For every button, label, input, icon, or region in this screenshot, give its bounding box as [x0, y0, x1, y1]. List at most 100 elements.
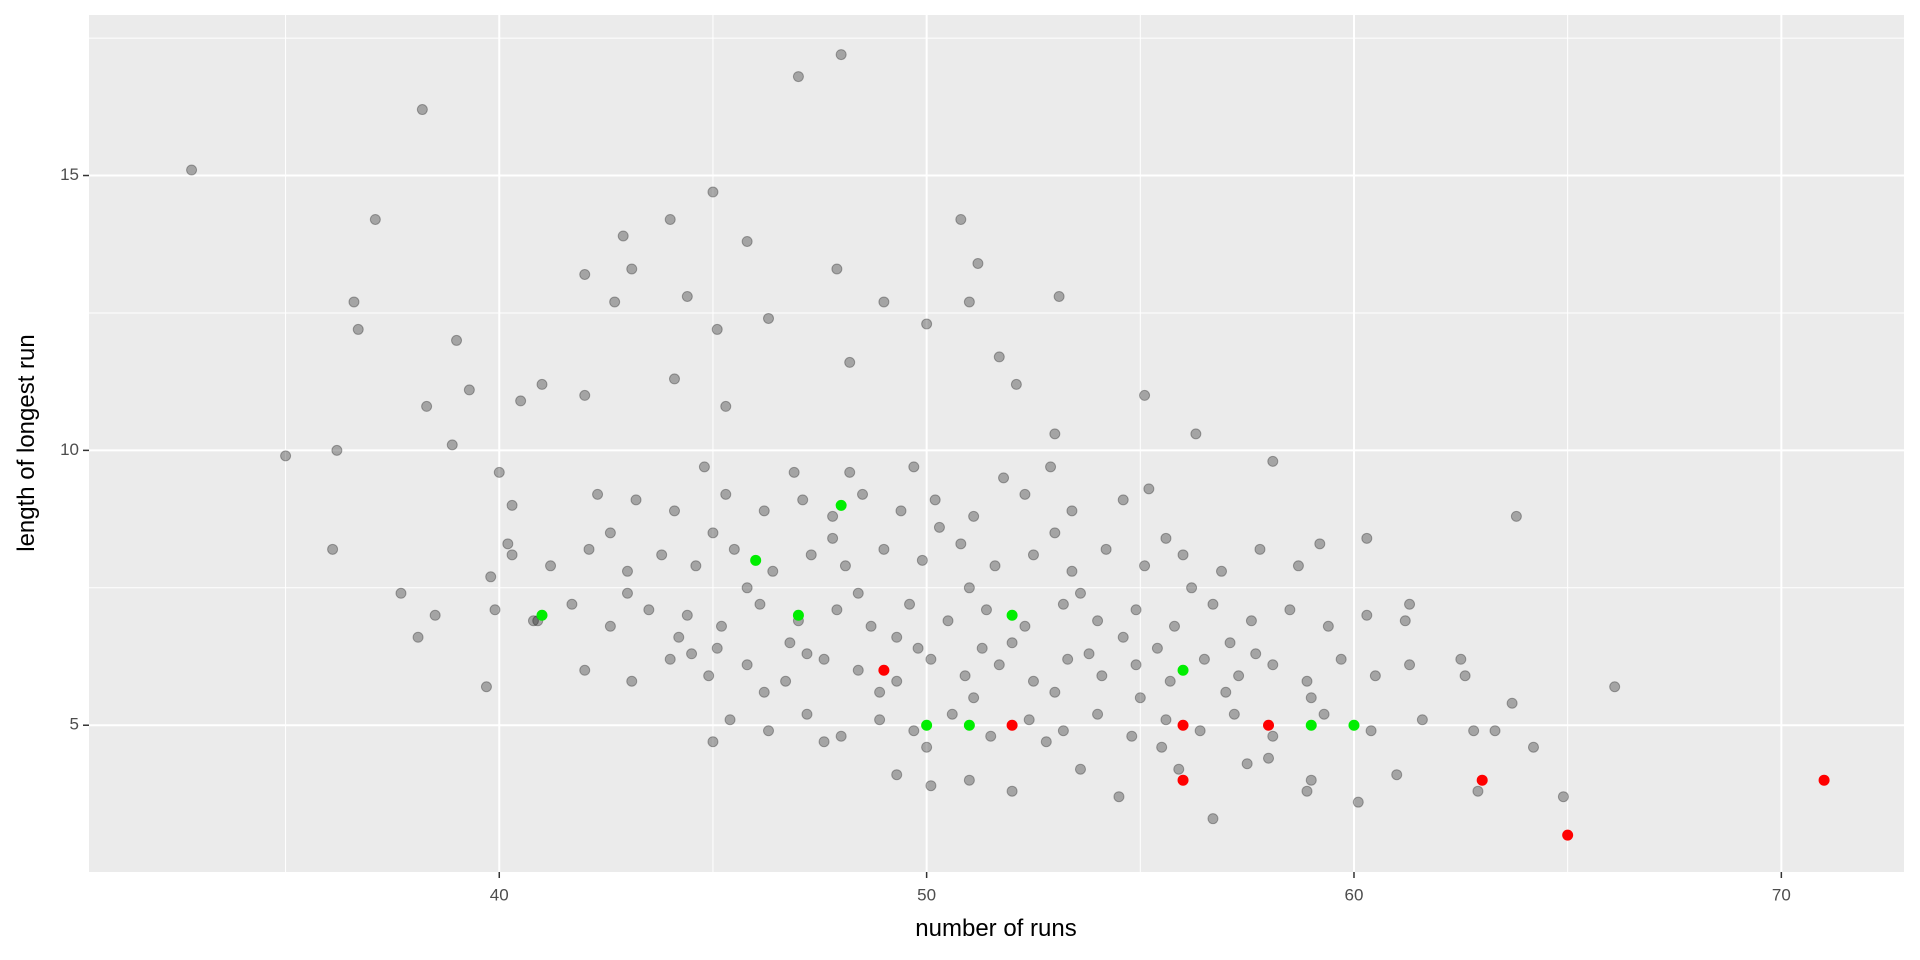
point [989, 560, 1001, 572]
point [327, 543, 339, 555]
point [664, 213, 676, 225]
point [1314, 538, 1326, 550]
x-tick-label: 70 [1772, 885, 1791, 904]
point [1267, 455, 1279, 467]
point [1250, 648, 1262, 660]
point [1224, 637, 1236, 649]
point [1049, 686, 1061, 698]
point [352, 323, 364, 335]
point [1049, 428, 1061, 440]
point [416, 104, 428, 116]
point [763, 312, 775, 324]
point [921, 719, 933, 731]
point [1074, 587, 1086, 599]
point [1207, 813, 1219, 825]
point [681, 290, 693, 302]
point [493, 466, 505, 478]
point [1023, 714, 1035, 726]
point [720, 400, 732, 412]
point [536, 378, 548, 390]
point [1177, 719, 1189, 731]
point [1117, 631, 1129, 643]
point [835, 49, 847, 61]
point [1472, 785, 1484, 797]
point [1267, 659, 1279, 671]
point [1301, 675, 1313, 687]
point [1027, 549, 1039, 561]
point [1335, 653, 1347, 665]
point [626, 675, 638, 687]
point [604, 527, 616, 539]
point [1220, 686, 1232, 698]
point [1609, 681, 1621, 693]
point [976, 642, 988, 654]
point [1143, 483, 1155, 495]
point [878, 664, 890, 676]
point [1348, 719, 1360, 731]
point [963, 582, 975, 594]
point [1006, 609, 1018, 621]
point [728, 543, 740, 555]
point [1092, 708, 1104, 720]
point [1305, 774, 1317, 786]
point [1263, 719, 1275, 731]
point [1151, 642, 1163, 654]
point [835, 499, 847, 511]
y-axis-title: length of longest run [13, 334, 40, 552]
point [515, 395, 527, 407]
point [1173, 763, 1185, 775]
point [1404, 598, 1416, 610]
point [904, 598, 916, 610]
point [831, 604, 843, 616]
point [348, 296, 360, 308]
point [698, 461, 710, 473]
point [412, 631, 424, 643]
point [955, 538, 967, 550]
point [788, 466, 800, 478]
point [621, 587, 633, 599]
point [1190, 428, 1202, 440]
point [1455, 653, 1467, 665]
point [835, 730, 847, 742]
plot-panel [89, 15, 1904, 872]
x-tick-label: 40 [490, 885, 509, 904]
point [1096, 670, 1108, 682]
point [942, 615, 954, 627]
point [831, 263, 843, 275]
point [1562, 829, 1574, 841]
point [673, 631, 685, 643]
point [1233, 670, 1245, 682]
point [331, 444, 343, 456]
point [1301, 785, 1313, 797]
point [686, 648, 698, 660]
point [985, 730, 997, 742]
point [485, 571, 497, 583]
point [801, 648, 813, 660]
point [1057, 598, 1069, 610]
point [1066, 565, 1078, 577]
point [451, 334, 463, 346]
point [908, 725, 920, 737]
point [1053, 290, 1065, 302]
point [844, 466, 856, 478]
point [506, 499, 518, 511]
point [1361, 609, 1373, 621]
point [878, 296, 890, 308]
point [818, 653, 830, 665]
point [536, 609, 548, 621]
point [968, 692, 980, 704]
point [1130, 659, 1142, 671]
point [1245, 615, 1257, 627]
point [579, 389, 591, 401]
point [280, 450, 292, 462]
point [1818, 774, 1830, 786]
point [792, 71, 804, 83]
point [1134, 692, 1146, 704]
point [1459, 670, 1471, 682]
point [844, 356, 856, 368]
point [1476, 774, 1488, 786]
point [1083, 648, 1095, 660]
point [1006, 719, 1018, 731]
point [1160, 714, 1172, 726]
